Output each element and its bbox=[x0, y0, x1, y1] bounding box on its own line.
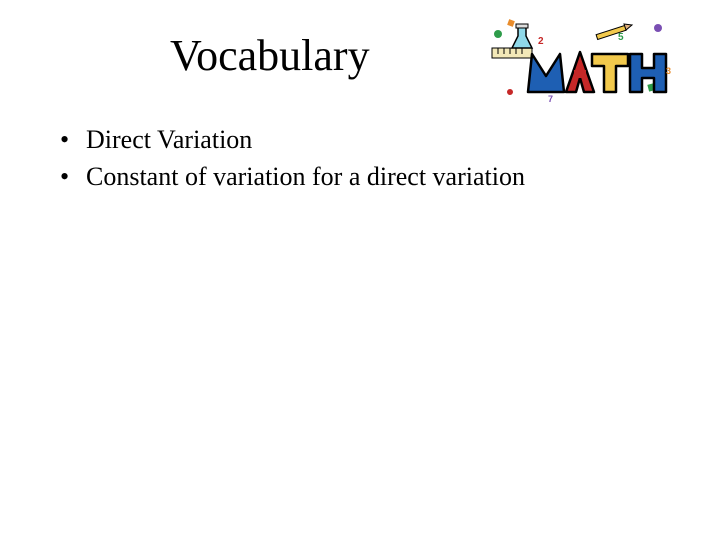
svg-text:5: 5 bbox=[618, 32, 624, 43]
slide: 2 5 7 3 Vocabulary Direct Variation Cons… bbox=[0, 0, 720, 540]
svg-text:3: 3 bbox=[666, 66, 671, 76]
bullet-list: Direct Variation Constant of variation f… bbox=[60, 124, 525, 197]
svg-text:2: 2 bbox=[538, 36, 544, 47]
list-item: Direct Variation bbox=[60, 124, 525, 157]
list-item: Constant of variation for a direct varia… bbox=[60, 161, 525, 194]
slide-title: Vocabulary bbox=[170, 30, 370, 81]
svg-text:7: 7 bbox=[548, 94, 553, 104]
math-clipart-icon: 2 5 7 3 bbox=[488, 14, 678, 106]
